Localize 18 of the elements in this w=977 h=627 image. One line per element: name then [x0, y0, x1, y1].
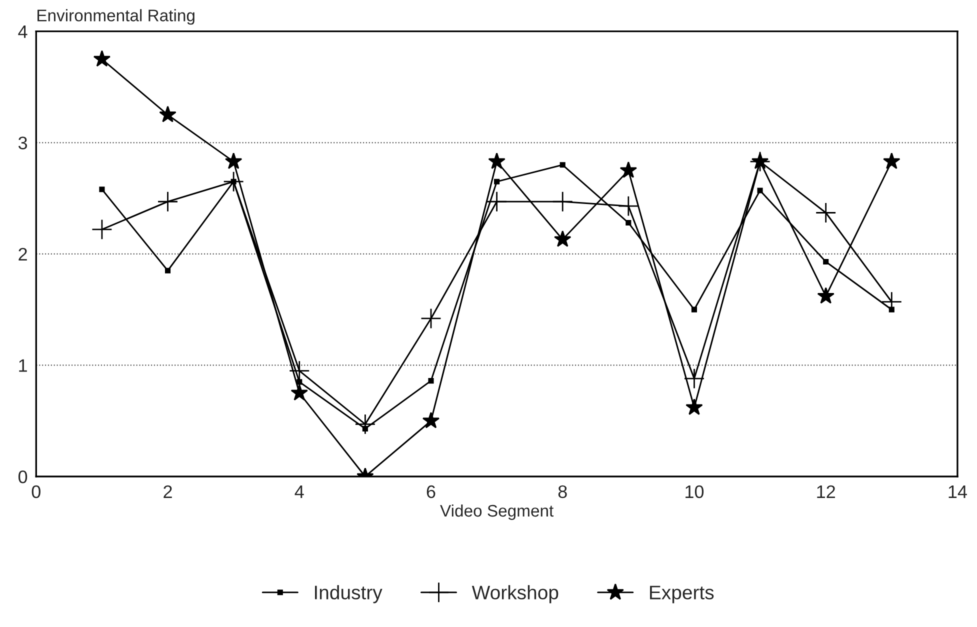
x-tick-label: 14 [948, 486, 967, 498]
x-tick-label: 0 [32, 485, 40, 498]
legend-label: Experts [650, 586, 714, 604]
x-tick-label: 4 [294, 486, 304, 498]
x-tick-label: 2 [164, 485, 172, 498]
x-axis-title: Video Segment [440, 504, 554, 520]
legend-label: Workshop [472, 585, 558, 604]
y-tick-label: 4 [18, 25, 28, 38]
y-tick-label: 3 [18, 136, 28, 150]
x-tick-label: 10 [686, 485, 704, 498]
y-tick-label: 0 [18, 470, 28, 484]
y-axis-title: Environmental Rating [38, 9, 194, 25]
y-tick-label: 2 [18, 248, 27, 260]
x-tick-label: 12 [817, 485, 835, 498]
x-tick-label: 8 [558, 485, 567, 498]
y-tick-label: 1 [19, 359, 27, 372]
x-tick-label: 6 [426, 485, 436, 498]
legend-label: Industry [315, 585, 382, 604]
